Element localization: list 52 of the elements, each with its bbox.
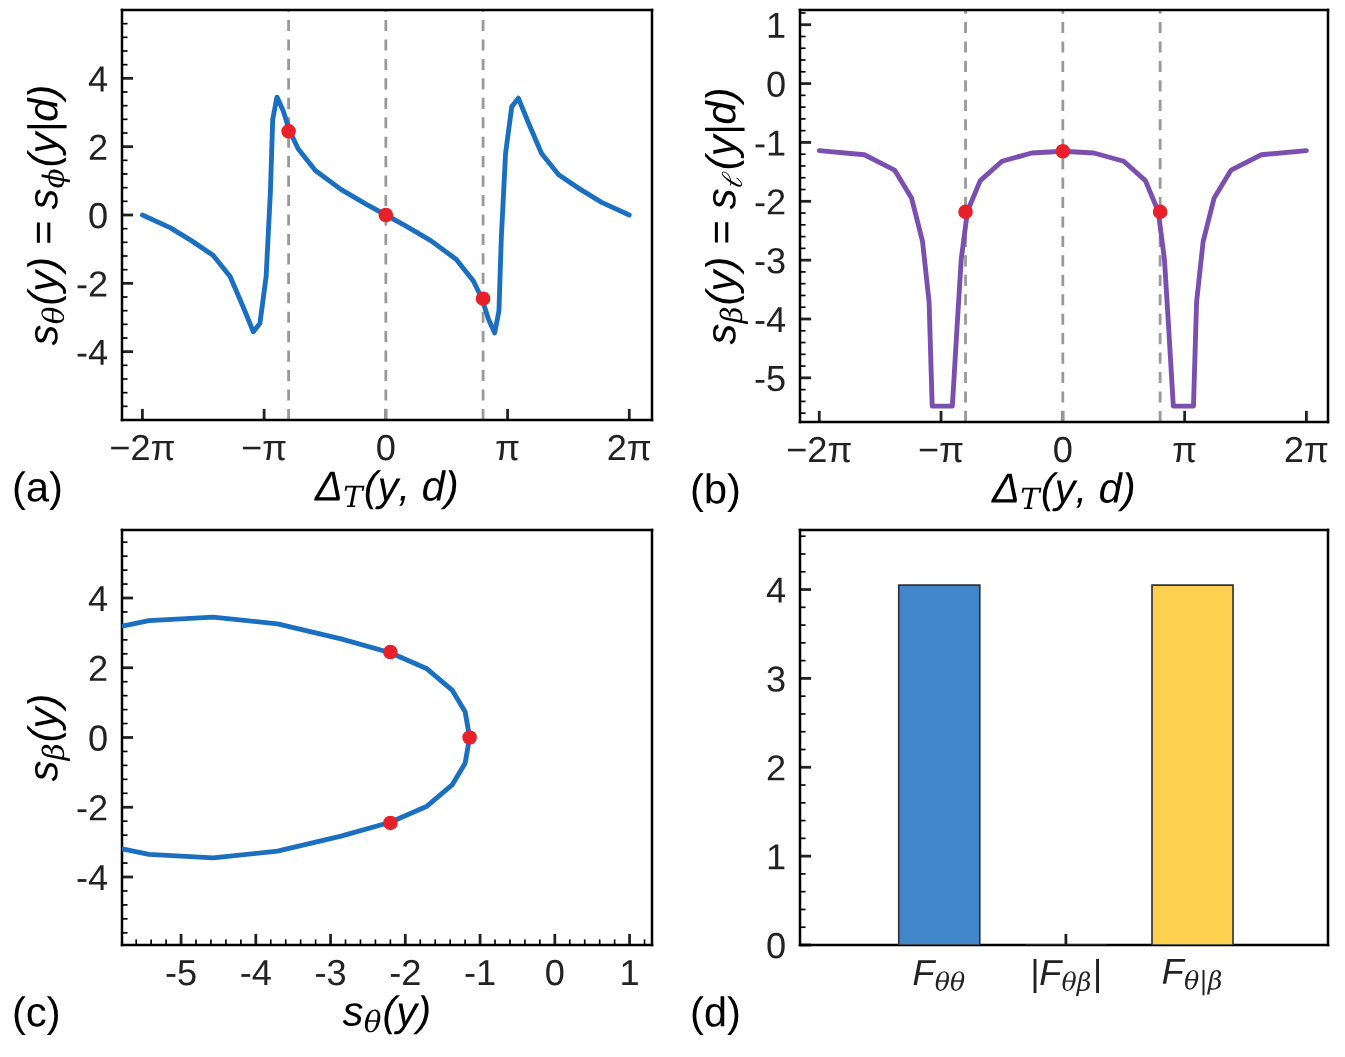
- text: (a): [14, 471, 61, 510]
- y-axis-title: s$_{θ}$(y) = s$_{ϕ}$(y|d): [27, 87, 70, 346]
- x-tick-label: π: [496, 440, 519, 461]
- y-tick-label: 4: [88, 66, 108, 92]
- x-tick-label: π: [1173, 442, 1196, 463]
- x-tick-label: -3: [316, 959, 346, 986]
- x-tick-label: 2π: [1285, 436, 1328, 463]
- y-tick-label: -4: [755, 307, 786, 333]
- y-tick-label: 1: [768, 844, 785, 870]
- y-tick-label: 0: [767, 71, 785, 98]
- y-tick-label: -2: [77, 271, 107, 297]
- y-tick-label: 2: [89, 134, 107, 160]
- x-tick-label: −π: [919, 442, 963, 463]
- y-tick-label: 0: [89, 202, 107, 229]
- x-tick-label: |F$_{θβ}$|: [1033, 958, 1099, 996]
- y-axis-title: s$_{β}$(y): [27, 696, 70, 782]
- y-tick-label: 4: [88, 586, 108, 612]
- text: (b): [692, 473, 739, 512]
- y-tick-label: -3: [755, 248, 785, 274]
- y-tick-label: -4: [77, 865, 108, 891]
- x-tick-label: 0: [377, 434, 395, 461]
- y-tick-label: 4: [766, 577, 786, 603]
- x-tick-label: -5: [166, 960, 196, 986]
- x-tick-label: 0: [546, 959, 564, 986]
- x-axis-title: Δ$_{T}$(y, d): [991, 472, 1134, 512]
- y-tick-label: 2: [767, 755, 785, 781]
- y-tick-label: -5: [755, 366, 785, 392]
- x-tick-label: F$_{θθ}$: [913, 960, 965, 991]
- text: (d): [692, 996, 739, 1035]
- x-axis-title: Δ$_{T}$(y, d): [314, 470, 457, 510]
- x-tick-label: -1: [465, 960, 495, 986]
- x-tick-label: −π: [242, 440, 286, 461]
- x-tick-label: 2π: [608, 434, 651, 461]
- y-tick-label: 1: [768, 12, 785, 38]
- y-axis-title: s$_{β}$(y) = s$_{ℓ}$(y|d): [705, 90, 748, 345]
- y-tick-label: 0: [767, 932, 785, 959]
- text: (c): [14, 996, 58, 1035]
- x-tick-label: 0: [1054, 436, 1072, 463]
- y-tick-label: 2: [89, 655, 107, 681]
- x-tick-label: −2π: [111, 434, 174, 461]
- x-tick-label: F$_{θ|β}$: [1162, 958, 1222, 996]
- x-tick-label: −2π: [788, 436, 851, 463]
- x-tick-label: -4: [241, 960, 271, 986]
- y-tick-label: -2: [755, 189, 785, 215]
- y-tick-label: -1: [755, 130, 785, 156]
- x-tick-label: -2: [390, 959, 420, 986]
- y-tick-label: -4: [77, 339, 108, 365]
- y-tick-label: 3: [767, 666, 785, 692]
- x-axis-title: s$_{θ}$(y): [342, 995, 429, 1035]
- x-tick-label: 1: [622, 960, 638, 986]
- y-tick-label: -2: [77, 795, 107, 821]
- y-tick-label: 0: [89, 725, 107, 751]
